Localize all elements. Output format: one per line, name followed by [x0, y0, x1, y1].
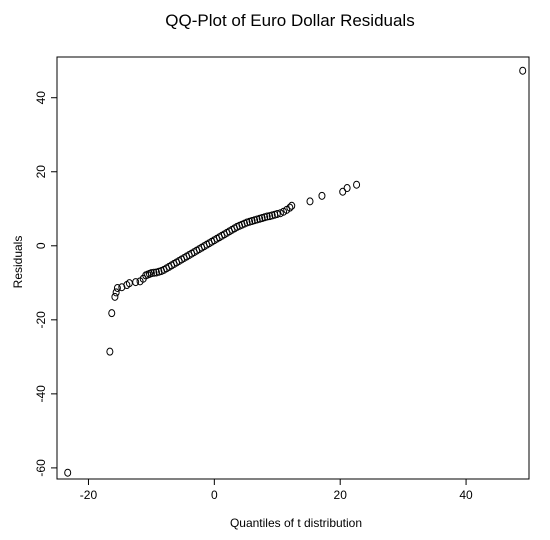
data-point: [339, 187, 347, 196]
data-point: [150, 268, 158, 277]
y-tick-label: 20: [34, 165, 48, 179]
x-tick-label: 20: [334, 488, 348, 502]
data-point: [132, 278, 140, 287]
x-tick-label: 0: [211, 488, 218, 502]
chart-title: QQ-Plot of Euro Dollar Residuals: [165, 11, 414, 30]
data-point: [286, 203, 294, 212]
data-point: [111, 292, 119, 301]
data-point: [263, 212, 271, 221]
y-tick-label: -40: [34, 385, 48, 403]
data-point: [147, 269, 155, 278]
y-tick-label: -20: [34, 311, 48, 329]
y-axis: -60 -40 -20 0 20 40: [34, 91, 57, 477]
data-point: [273, 209, 281, 218]
y-tick-label: 40: [34, 91, 48, 105]
data-point: [343, 184, 351, 193]
data-point: [108, 309, 116, 318]
data-point: [519, 66, 527, 75]
data-points: [64, 66, 527, 477]
x-axis-label: Quantiles of t distribution: [230, 516, 362, 530]
data-point: [112, 288, 120, 297]
data-point: [288, 201, 296, 210]
y-tick-label: -60: [34, 459, 48, 477]
data-point: [353, 180, 361, 189]
plot-frame: [56, 56, 530, 480]
x-axis: -20 0 20 40: [80, 479, 473, 502]
y-axis-label: Residuals: [11, 236, 25, 289]
data-point: [318, 191, 326, 200]
x-tick-label: -20: [80, 488, 98, 502]
data-point: [106, 347, 114, 356]
data-point: [306, 197, 314, 206]
y-tick-label: 0: [34, 242, 48, 249]
data-point: [113, 283, 121, 292]
x-tick-label: 40: [459, 488, 473, 502]
data-point: [64, 468, 72, 477]
